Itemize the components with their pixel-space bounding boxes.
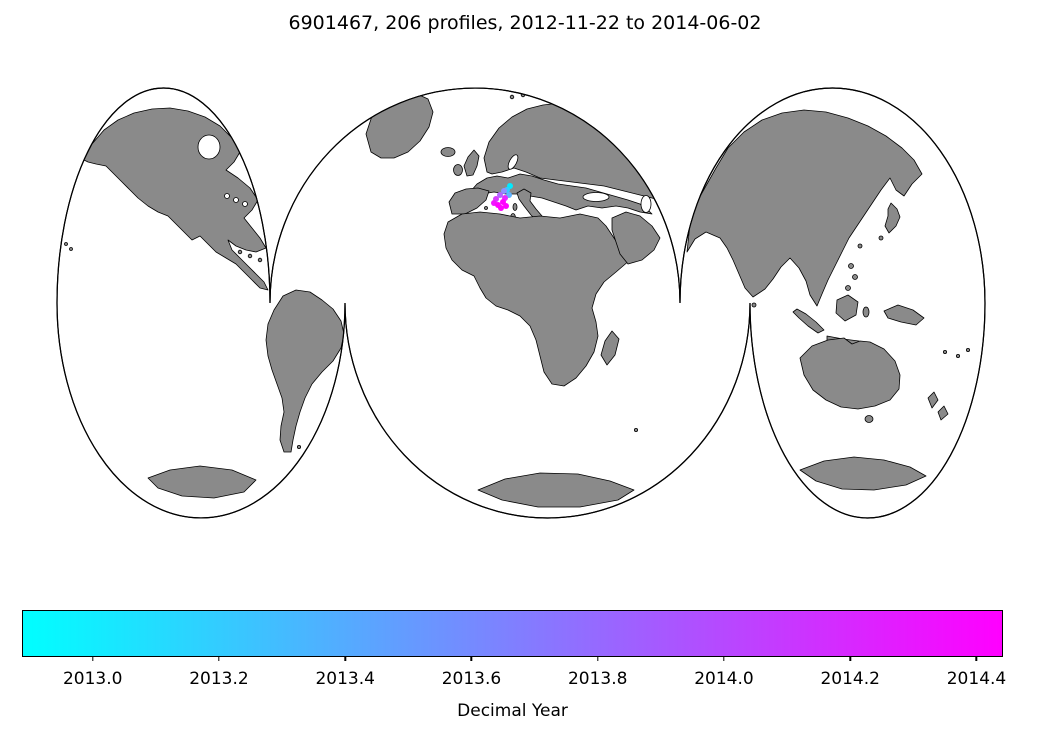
great-lakes [233,197,239,203]
landmass-australia [799,337,901,410]
landmass-sumatra [792,308,825,334]
landmass-tasmania [864,415,874,423]
hudson-bay [197,134,221,160]
map-boundary-outline [56,87,986,519]
islands-hawaii [64,242,73,251]
landmass-new-guinea [883,304,925,326]
landmass-asia [686,109,923,307]
islands-caribbean [237,249,263,263]
landmass-africa [443,211,631,387]
colorbar-axis-label: Decimal Year [457,701,568,721]
landmass-great-britain [463,149,480,177]
landmass-ireland [453,164,463,176]
islands-falkland [296,444,301,449]
landmass-sulawesi [862,306,870,318]
black-sea [582,192,610,202]
islands-pacific [943,347,971,358]
landmass-antarctica-east [799,456,927,491]
profile-marker [497,192,503,198]
colorbar-tick-mark [470,657,473,661]
colorbar [22,610,1003,657]
colorbar-tick-label: 2013.8 [567,669,628,689]
figure-title: 6901467, 206 profiles, 2012-11-22 to 201… [288,12,762,34]
islands-balearic [484,206,488,210]
landmass-sri-lanka [751,302,757,308]
landmass-north-america [83,107,269,291]
landmass-japan [884,202,901,234]
colorbar-tick-label: 2014.0 [694,669,754,689]
colorbar-tick-mark [218,657,220,661]
baltic-sea [507,154,519,170]
islands-kerguelen [634,427,639,432]
landmass-japan-south [878,235,884,241]
profile-marker [503,203,509,209]
colorbar-tick-mark [344,657,346,661]
colorbar-tick-label: 2014.4 [946,669,1007,689]
colorbar-tick-label: 2014.2 [820,669,880,689]
colorbar-tick-label: 2013.0 [62,669,123,689]
colorbar-tick-label: 2013.2 [189,669,249,689]
colorbar-tick-mark [975,657,978,661]
colorbar-tick-mark [91,657,94,661]
world-map [56,87,986,519]
landmass-taiwan [857,243,863,249]
profile-marker [498,205,504,211]
landmass-europe [469,173,653,215]
islands-philippines [845,263,858,291]
caspian-sea [640,195,652,213]
landmass-madagascar [600,330,620,366]
landmasses [64,92,971,508]
colorbar-tick-label: 2013.6 [441,669,502,689]
great-lakes [242,201,248,207]
colorbar-ticks: 2013.0 2013.2 2013.4 2013.6 2013.8 2014.0 2014… [22,657,1007,697]
landmass-antarctica-center [477,472,635,508]
landmass-iceland [440,147,456,157]
colorbar-tick-mark [723,657,725,661]
landmass-new-zealand-north [927,391,939,409]
landmass-south-america [265,289,345,453]
colorbar-tick-mark [597,657,599,661]
landmass-arabia [611,211,661,265]
landmass-iberia [448,187,490,215]
colorbar-tick-mark [849,657,851,661]
landmass-antarctica-west [147,465,257,499]
profile-marker [501,188,507,194]
great-lakes [224,193,230,199]
landmass-corsica [512,203,518,211]
landmass-borneo [835,294,859,322]
landmass-new-zealand-south [937,405,949,421]
colorbar-tick-label: 2013.4 [315,669,375,689]
float-markers [491,183,513,211]
